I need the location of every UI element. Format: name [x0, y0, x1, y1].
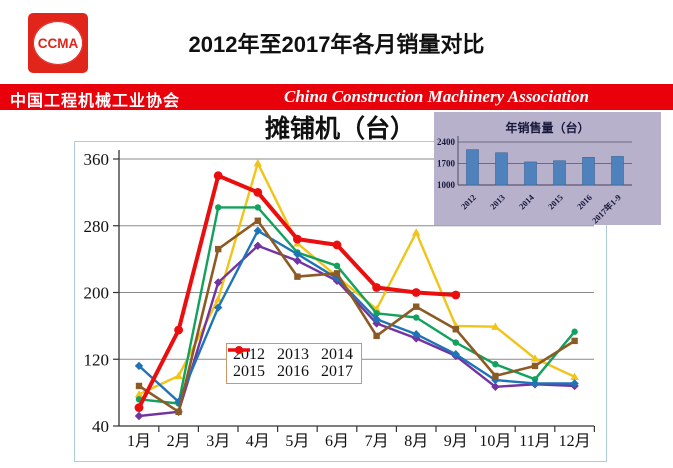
svg-text:12月: 12月	[559, 433, 591, 450]
ccma-logo-oval: CCMA	[33, 21, 83, 65]
svg-text:2017年1-9: 2017年1-9	[590, 192, 623, 225]
svg-text:6月: 6月	[325, 433, 349, 450]
legend-item-2014: 2014	[228, 346, 353, 363]
svg-text:1月: 1月	[127, 433, 151, 450]
legend-label: 2013	[277, 346, 309, 363]
legend-item-2016: 2016	[228, 347, 309, 380]
association-banner: 中国工程机械工业协会 China Construction Machinery …	[0, 84, 673, 110]
svg-text:2012: 2012	[459, 192, 478, 211]
ccma-logo: CCMA	[28, 13, 88, 73]
legend-swatch-circle-icon	[228, 346, 250, 354]
legend-label: 2017	[321, 363, 353, 380]
legend-item-2015: 2015	[228, 346, 265, 380]
svg-text:2400: 2400	[437, 137, 456, 147]
chart-title: 摊铺机（台）	[264, 116, 415, 143]
svg-text:9月: 9月	[444, 433, 468, 450]
legend-item-2013: 2013	[228, 346, 309, 363]
svg-text:2016: 2016	[575, 192, 594, 211]
legend-label: 2016	[277, 363, 309, 380]
svg-text:5月: 5月	[285, 433, 309, 450]
svg-text:1700: 1700	[437, 159, 456, 169]
legend-label: 2014	[321, 346, 353, 363]
legend-item-2017: 2017	[228, 346, 353, 380]
chart-legend: 2012 2013 2014 2015 2016 2017	[226, 343, 362, 384]
svg-text:3月: 3月	[206, 433, 230, 450]
svg-text:4月: 4月	[246, 433, 270, 450]
page-title: 2012年至2017年各月销量对比	[188, 32, 485, 57]
svg-text:2015: 2015	[546, 192, 565, 211]
svg-text:120: 120	[84, 350, 110, 369]
svg-text:8月: 8月	[404, 433, 428, 450]
svg-text:280: 280	[84, 217, 110, 236]
banner-english-name: China Construction Machinery Association	[284, 87, 589, 106]
svg-text:7月: 7月	[365, 433, 389, 450]
annual-bar-chart-panel: 年销售量（台） 1000 1700 2400 2012 2013 2014 2015 2016…	[434, 112, 661, 225]
ccma-logo-text: CCMA	[37, 35, 79, 51]
banner-chinese-name: 中国工程机械工业协会	[10, 93, 181, 110]
monthly-line-chart: 40 120 200 280 360 1月 2月 3月 4月 5月 6月 7月 8月 9月 10月 11月 12…	[84, 150, 596, 450]
svg-text:2月: 2月	[167, 433, 191, 450]
svg-text:2013: 2013	[488, 192, 507, 211]
svg-text:200: 200	[84, 284, 110, 303]
svg-text:360: 360	[84, 150, 110, 169]
annual-chart-title: 年销售量（台）	[505, 121, 590, 135]
svg-text:2014: 2014	[517, 192, 537, 212]
svg-text:10月: 10月	[479, 433, 511, 450]
svg-text:1000: 1000	[437, 180, 456, 190]
svg-text:11月: 11月	[519, 433, 550, 450]
legend-label: 2015	[233, 363, 265, 380]
svg-text:40: 40	[92, 417, 109, 436]
